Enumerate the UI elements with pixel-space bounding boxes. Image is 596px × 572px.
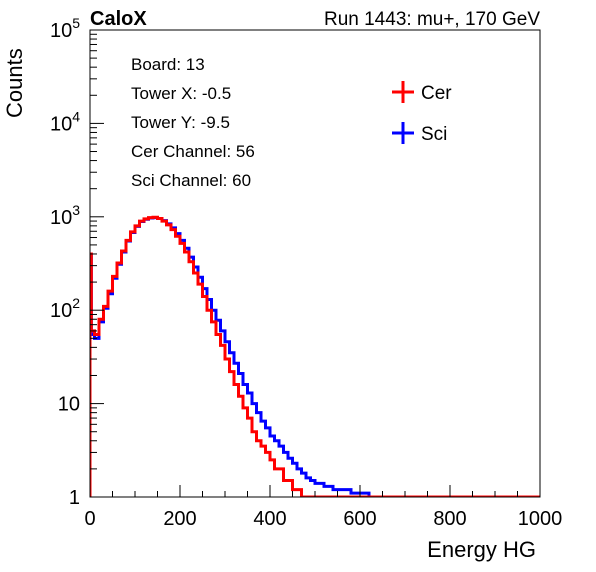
x-tick-label: 0 [84,508,95,530]
info-box: Board: 13 Tower X: -0.5 Tower Y: -9.5 Ce… [131,55,255,190]
legend-cer-label: Cer [421,83,452,104]
x-tick-label: 600 [343,508,376,530]
legend: Cer Sci [392,81,452,145]
y-tick-label: 1 [69,487,80,509]
series-sci-line [90,216,540,497]
y-tick-label: 104 [50,108,80,135]
x-tick-label: 200 [163,508,196,530]
info-sci-channel: Sci Channel: 60 [131,171,251,190]
y-tick-label: 103 [50,202,80,229]
legend-sci-label: Sci [421,124,447,145]
info-tower-x: Tower X: -0.5 [131,84,231,103]
y-tick-label: 10 [58,394,80,416]
y-axis-label: Counts [2,48,27,118]
chart-title-right: Run 1443: mu+, 170 GeV [324,9,540,30]
info-board: Board: 13 [131,55,205,74]
y-tick-label: 102 [50,295,80,322]
y-tick-label: 105 [50,15,80,42]
x-tick-label: 800 [433,508,466,530]
chart-title-left: CaloX [90,8,147,30]
x-axis-label: Energy HG [427,537,536,562]
info-cer-channel: Cer Channel: 56 [131,142,255,161]
info-tower-y: Tower Y: -9.5 [131,113,230,132]
x-tick-label: 400 [253,508,286,530]
x-tick-label: 1000 [518,508,563,530]
series-cer-line [90,215,540,497]
